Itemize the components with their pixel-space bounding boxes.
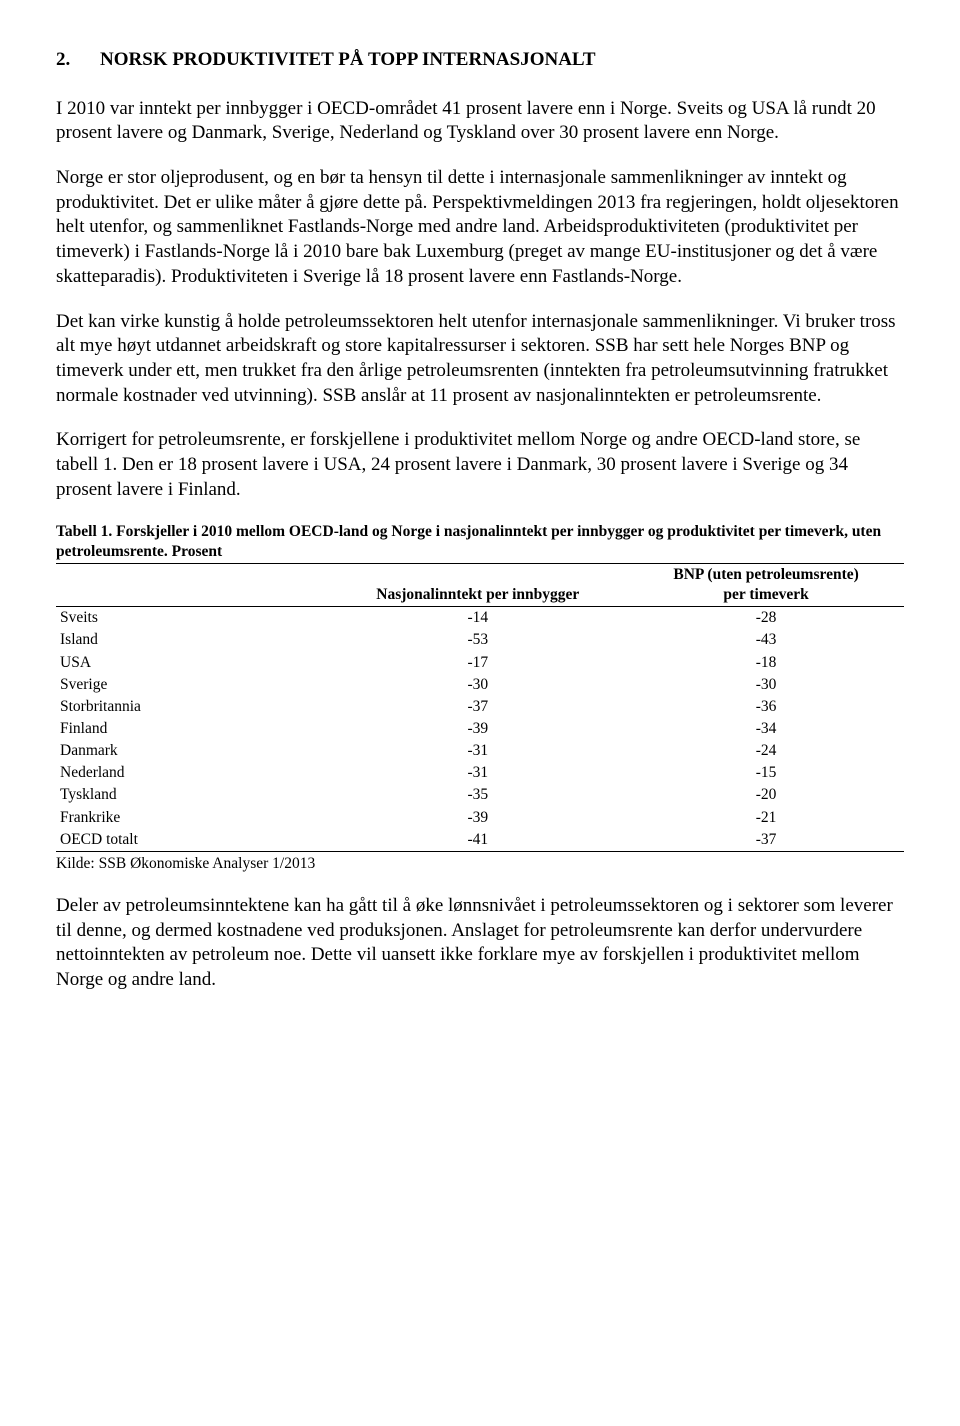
cell-country: Nederland xyxy=(56,762,327,784)
cell-ni: -17 xyxy=(327,652,628,674)
cell-ni: -30 xyxy=(327,674,628,696)
paragraph: Det kan virke kunstig å holde petroleums… xyxy=(56,310,904,409)
cell-ni: -37 xyxy=(327,696,628,718)
table-row: Storbritannia-37-36 xyxy=(56,696,904,718)
cell-country: Sverige xyxy=(56,674,327,696)
heading-title: NORSK PRODUKTIVITET PÅ TOPP INTERNASJONA… xyxy=(100,48,596,73)
cell-bnp: -37 xyxy=(628,829,904,852)
table-row: USA-17-18 xyxy=(56,652,904,674)
table-header-bnp-line2: per timeverk xyxy=(723,586,808,603)
table-header-blank xyxy=(56,564,327,607)
cell-country: Frankrike xyxy=(56,807,327,829)
cell-bnp: -24 xyxy=(628,740,904,762)
cell-country: Island xyxy=(56,629,327,651)
table-row: Sveits-14-28 xyxy=(56,607,904,630)
cell-ni: -31 xyxy=(327,740,628,762)
paragraph: Deler av petroleumsinntektene kan ha gåt… xyxy=(56,894,904,993)
table-row: OECD totalt-41-37 xyxy=(56,829,904,852)
cell-bnp: -36 xyxy=(628,696,904,718)
cell-ni: -35 xyxy=(327,784,628,806)
cell-country: Tyskland xyxy=(56,784,327,806)
table-header-bnp-line1: BNP (uten petroleumsrente) xyxy=(673,566,858,583)
cell-ni: -41 xyxy=(327,829,628,852)
paragraph: Norge er stor oljeprodusent, og en bør t… xyxy=(56,166,904,289)
table-row: Finland-39-34 xyxy=(56,718,904,740)
table-productivity: Nasjonalinntekt per innbygger BNP (uten … xyxy=(56,563,904,852)
cell-country: Storbritannia xyxy=(56,696,327,718)
table-header-bnp: BNP (uten petroleumsrente) per timeverk xyxy=(628,564,904,607)
section-heading: 2. NORSK PRODUKTIVITET PÅ TOPP INTERNASJ… xyxy=(56,48,904,73)
table-row: Danmark-31-24 xyxy=(56,740,904,762)
table-row: Tyskland-35-20 xyxy=(56,784,904,806)
cell-country: Sveits xyxy=(56,607,327,630)
cell-bnp: -21 xyxy=(628,807,904,829)
cell-bnp: -18 xyxy=(628,652,904,674)
table-header-ni: Nasjonalinntekt per innbygger xyxy=(327,564,628,607)
cell-ni: -31 xyxy=(327,762,628,784)
cell-bnp: -20 xyxy=(628,784,904,806)
table-row: Frankrike-39-21 xyxy=(56,807,904,829)
table-caption: Tabell 1. Forskjeller i 2010 mellom OECD… xyxy=(56,522,904,561)
paragraph: I 2010 var inntekt per innbygger i OECD-… xyxy=(56,97,904,146)
paragraph: Korrigert for petroleumsrente, er forskj… xyxy=(56,428,904,502)
cell-bnp: -15 xyxy=(628,762,904,784)
table-row: Nederland-31-15 xyxy=(56,762,904,784)
table-row: Sverige-30-30 xyxy=(56,674,904,696)
cell-ni: -39 xyxy=(327,718,628,740)
cell-country: Finland xyxy=(56,718,327,740)
cell-country: USA xyxy=(56,652,327,674)
cell-bnp: -34 xyxy=(628,718,904,740)
cell-country: Danmark xyxy=(56,740,327,762)
cell-ni: -14 xyxy=(327,607,628,630)
table-row: Island-53-43 xyxy=(56,629,904,651)
cell-bnp: -43 xyxy=(628,629,904,651)
cell-ni: -39 xyxy=(327,807,628,829)
cell-ni: -53 xyxy=(327,629,628,651)
heading-number: 2. xyxy=(56,48,100,73)
cell-bnp: -28 xyxy=(628,607,904,630)
cell-bnp: -30 xyxy=(628,674,904,696)
cell-country: OECD totalt xyxy=(56,829,327,852)
table-source: Kilde: SSB Økonomiske Analyser 1/2013 xyxy=(56,854,904,874)
